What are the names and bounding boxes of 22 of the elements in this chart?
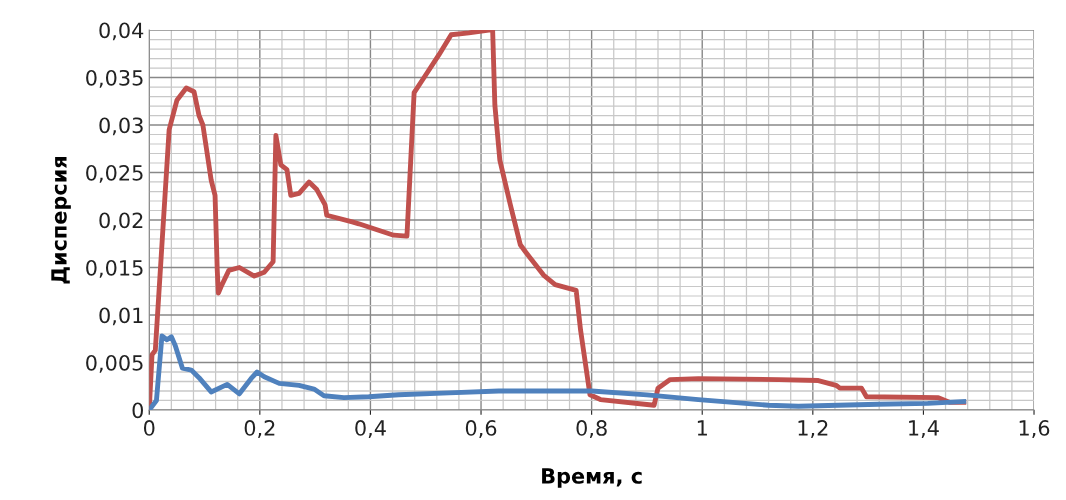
y-tick-label: 0,04 xyxy=(99,22,144,41)
x-tick-label: 0,8 xyxy=(576,420,607,438)
x-tick-label: 0,6 xyxy=(465,420,497,438)
x-tick-label: 0 xyxy=(143,420,155,436)
line-series xyxy=(149,30,967,410)
y-tick-label: 0,025 xyxy=(86,164,143,183)
y-tick-label: 0 xyxy=(132,402,143,419)
line-series xyxy=(149,333,967,410)
y-tick-label: 0,02 xyxy=(99,212,143,231)
y-axis-title: Дисперсия xyxy=(51,157,71,284)
x-tick-label: 0,2 xyxy=(244,420,275,438)
x-tick-label: 1,6 xyxy=(1019,420,1050,438)
y-tick-label: 0,035 xyxy=(86,69,143,88)
x-tick-label: 1,2 xyxy=(798,420,828,438)
x-axis-title: Время, с xyxy=(542,468,642,488)
y-tick-label: 0,015 xyxy=(86,259,143,278)
x-tick-label: 0,4 xyxy=(355,420,386,438)
x-tick-label: 1 xyxy=(697,420,707,436)
y-tick-label: 0,005 xyxy=(86,354,143,373)
x-tick-label: 1,4 xyxy=(909,420,939,438)
y-tick-label: 0,03 xyxy=(99,117,143,136)
y-tick-label: 0,01 xyxy=(99,307,143,326)
